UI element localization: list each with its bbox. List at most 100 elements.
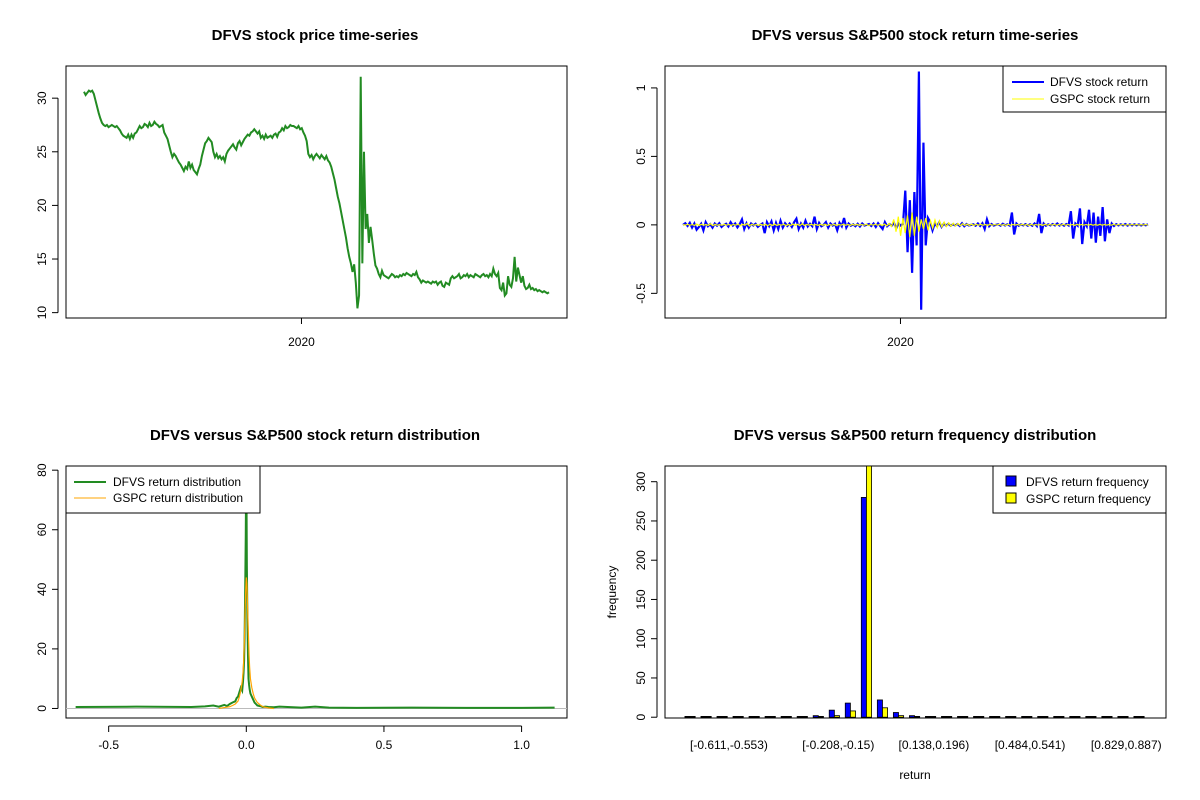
panel4-x-tick-label: [0.484,0.541) [995,738,1066,752]
panel2-legend: DFVS stock return GSPC stock return [1002,65,1167,113]
panel2-legend-label-gspc: GSPC stock return [1050,92,1150,106]
panel1-marks: 10 15 20 25 30 2020 [35,76,550,349]
panel4-bar-dfvs [1117,716,1124,718]
panel-return-timeseries: DFVS versus S&P500 stock return time-ser… [634,27,1167,349]
panel4-bar-gspc [737,716,744,718]
panel2-series-gspc [682,212,1149,238]
panel4-bar-gspc [801,716,808,718]
panel4-bar-gspc [994,716,1001,718]
panel2-title: DFVS versus S&P500 stock return time-ser… [752,27,1079,44]
panel3-legend-box [65,465,261,514]
panel3-y-tick-label: 80 [35,463,49,477]
panel4-bar-gspc [1058,716,1065,718]
panel4-bar-gspc [753,716,760,718]
panel4-bar-dfvs [764,716,771,718]
panel3-x-tick-label: 1.0 [513,738,530,752]
panel4-bar-dfvs [1005,716,1012,718]
panel4-bar-dfvs [1085,716,1092,718]
panel4-bar-dfvs [684,716,691,718]
panel4-bar-gspc [882,707,889,718]
panel2-legend-box [1002,65,1167,113]
panel4-bar-dfvs [1069,716,1076,718]
panel4-bar-gspc [850,710,856,718]
panel4-bar-gspc [1090,716,1097,718]
panel1-price-line [83,76,550,309]
panel3-x-tick-label: 0.0 [238,738,255,752]
panel4-bar-gspc [946,716,953,718]
panel4-title: DFVS versus S&P500 return frequency dist… [734,427,1097,444]
panel2-y-tick-label: -0.5 [634,283,648,304]
panel4-bar-gspc [689,716,696,718]
panel4-legend-swatch-gspc [1005,492,1017,504]
panel4-legend: DFVS return frequency GSPC return freque… [992,465,1167,514]
panel3-marks: 0 20 40 60 80 -0.5 0.0 0.5 1.0 [35,463,567,752]
panel4-bar-dfvs [748,716,755,718]
panel4-bar-dfvs [1101,716,1108,718]
panel2-marks: -0.5 0 0.5 1 2020 [634,71,1149,349]
panel4-bar-gspc [769,716,776,718]
panel1-y-tick-label: 25 [35,145,49,159]
panel4-bar-dfvs [860,497,867,718]
panel3-legend-label-gspc: GSPC return distribution [113,491,243,505]
panel4-legend-label-dfvs: DFVS return frequency [1026,475,1149,489]
panel4-bar-dfvs [925,716,931,718]
panel4-bar-dfvs [909,715,915,718]
panel1-x-tick-label: 2020 [288,335,315,349]
panel1-y-tick-label: 30 [35,91,49,105]
panel4-plot-box [664,465,1167,719]
panel4-bar-dfvs [700,716,707,718]
panel3-y-tick-label: 0 [35,705,49,712]
panel3-legend: DFVS return distribution GSPC return dis… [65,465,261,514]
panel4-xlabel: return [899,768,930,782]
panel3-x-tick-label: 0.5 [376,738,393,752]
panel2-plot-box [664,65,1167,319]
panel4-bar-gspc [930,716,937,718]
panel4-y-tick-label: 50 [634,671,648,685]
panel3-series-gspc [218,577,274,710]
panel4-bar-gspc [1010,716,1017,718]
panel4-bar-gspc [962,716,969,718]
panel4-bar-gspc [705,716,712,718]
panel1-y-tick-label: 10 [35,306,49,320]
panel4-bar-gspc [1042,716,1049,718]
panel3-plot-box [65,465,568,719]
panel4-x-tick-label: [-0.611,-0.553) [690,738,768,752]
panel2-y-tick-label: 1 [634,84,648,91]
panel4-legend-label-gspc: GSPC return frequency [1026,492,1151,506]
panel2-y-tick-label: 0.5 [634,148,648,165]
panel4-bar-gspc [1026,716,1033,718]
panel-return-frequency: DFVS versus S&P500 return frequency dist… [605,427,1167,782]
panel4-bar-dfvs [957,716,964,718]
panel4-y-tick-label: 100 [634,628,648,648]
panel4-bar-dfvs [716,716,723,718]
panel4-x-tick-label: [-0.208,-0.15) [802,738,874,752]
panel4-bar-dfvs [1037,716,1044,718]
panel4-bar-gspc [1106,716,1113,718]
panel4-bar-gspc [721,716,728,718]
panel4-bar-dfvs [844,702,851,718]
panel1-y-tick-label: 20 [35,198,49,212]
panel2-x-tick-label: 2020 [887,335,914,349]
panel4-y-tick-label: 200 [634,550,648,570]
panel4-bar-gspc [1074,716,1081,718]
panel4-x-tick-label: [0.138,0.196) [899,738,970,752]
panel1-plot-box [65,65,568,319]
panel4-legend-swatch-dfvs [1005,475,1017,487]
panel4-y-tick-label: 150 [634,589,648,609]
panel4-bar-dfvs [973,716,980,718]
panel-return-distribution: DFVS versus S&P500 stock return distribu… [35,427,568,752]
panel4-bar-gspc [833,715,840,718]
panel4-bar-dfvs [1021,716,1028,718]
panel4-bar-gspc [1138,716,1145,718]
panel3-y-tick-label: 20 [35,642,49,656]
panel3-x-tick-label: -0.5 [98,738,119,752]
panel4-bar-dfvs [1133,716,1140,718]
panel4-bar-gspc [1122,716,1129,718]
panel3-y-tick-label: 60 [35,523,49,537]
panel4-bar-dfvs [796,716,803,718]
panel4-y-tick-label: 250 [634,511,648,531]
panel4-bar-gspc [817,716,824,718]
panel4-marks: 0 50 100 150 200 250 300 [-0.611,-0.553) [-0.208… [634,465,1162,752]
panel4-ylabel: frequency [605,566,619,619]
